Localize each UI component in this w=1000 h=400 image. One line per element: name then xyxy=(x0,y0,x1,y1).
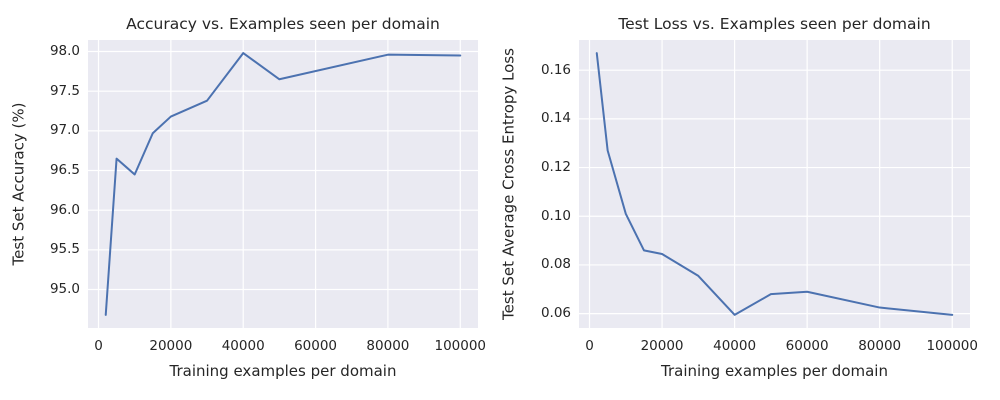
x-axis-label: Training examples per domain xyxy=(169,362,397,380)
y-tick-label: 97.0 xyxy=(49,122,80,139)
y-tick-label: 96.5 xyxy=(49,162,80,178)
y-tick-label: 96.0 xyxy=(49,201,80,218)
x-tick-label: 60000 xyxy=(785,338,829,354)
x-tick-label: 100000 xyxy=(434,338,487,354)
chart-title: Test Loss vs. Examples seen per domain xyxy=(618,15,931,33)
y-tick-label: 0.08 xyxy=(540,256,571,273)
chart-title: Accuracy vs. Examples seen per domain xyxy=(126,15,440,33)
y-tick-label: 0.12 xyxy=(540,159,571,176)
x-tick-label: 40000 xyxy=(713,338,757,354)
plot-background xyxy=(88,40,478,328)
loss-chart: Test Loss vs. Examples seen per domain T… xyxy=(500,0,1000,400)
x-tick-label: 80000 xyxy=(366,338,410,354)
y-tick-label: 0.14 xyxy=(540,110,571,127)
accuracy-chart: Accuracy vs. Examples seen per domain Te… xyxy=(9,15,487,380)
y-axis-label: Test Set Accuracy (%) xyxy=(9,102,28,266)
accuracy-plot-svg xyxy=(88,40,478,328)
x-tick-label: 0 xyxy=(585,338,594,354)
loss-plot-svg xyxy=(579,40,970,328)
x-tick-label: 100000 xyxy=(926,338,978,354)
x-tick-label: 0 xyxy=(94,338,103,354)
y-tick-label: 98.0 xyxy=(49,43,80,59)
y-tick-label: 0.16 xyxy=(540,61,571,78)
x-tick-label: 40000 xyxy=(221,338,265,354)
y-tick-label: 0.06 xyxy=(540,305,571,322)
y-tick-label: 0.10 xyxy=(540,207,571,224)
x-tick-label: 20000 xyxy=(640,338,684,354)
x-axis-label: Training examples per domain xyxy=(661,362,888,380)
plot-background xyxy=(579,40,970,328)
y-tick-label: 95.5 xyxy=(49,241,80,258)
data-line xyxy=(595,52,954,316)
data-line xyxy=(104,52,462,316)
y-tick-label: 95.0 xyxy=(49,281,80,298)
x-tick-label: 80000 xyxy=(858,338,902,354)
y-tick-label: 97.5 xyxy=(49,82,80,99)
x-tick-label: 60000 xyxy=(294,338,338,354)
x-tick-label: 20000 xyxy=(149,338,193,354)
y-axis-label: Test Set Average Cross Entropy Loss xyxy=(499,48,518,320)
